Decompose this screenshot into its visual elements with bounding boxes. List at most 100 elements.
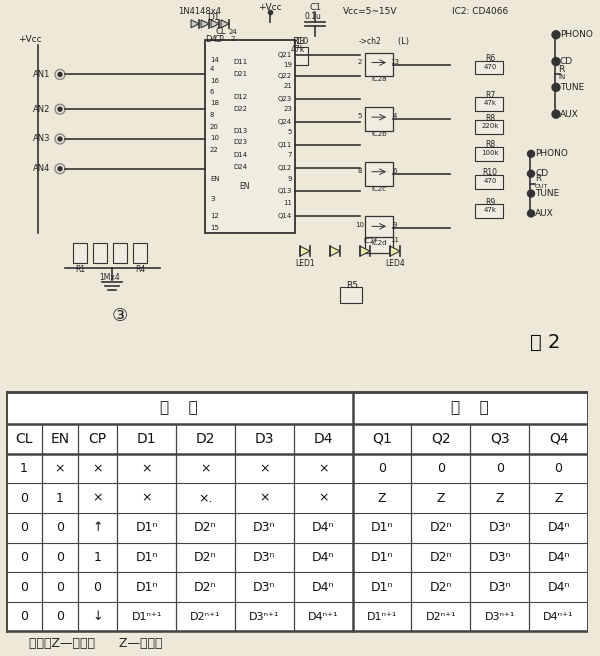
Text: D3ⁿ: D3ⁿ [253, 522, 275, 534]
FancyBboxPatch shape [365, 52, 393, 77]
Text: 3: 3 [210, 195, 215, 201]
Text: 13: 13 [391, 58, 400, 64]
Text: 47k: 47k [291, 45, 305, 54]
Text: ↓: ↓ [92, 610, 103, 623]
Text: R8: R8 [485, 113, 495, 123]
Text: 100k: 100k [481, 150, 499, 156]
FancyBboxPatch shape [93, 243, 107, 263]
Text: 15: 15 [210, 225, 219, 232]
Text: ↑: ↑ [92, 522, 103, 534]
Text: Z: Z [378, 491, 386, 504]
Polygon shape [330, 246, 340, 256]
Text: 16: 16 [210, 79, 219, 85]
Text: 5: 5 [358, 113, 362, 119]
Text: Q24: Q24 [278, 119, 292, 125]
Polygon shape [211, 20, 219, 28]
Text: 0: 0 [496, 462, 504, 475]
Text: CD: CD [535, 169, 548, 178]
Text: 470: 470 [484, 178, 497, 184]
Text: D13: D13 [233, 128, 247, 134]
Text: D24: D24 [233, 164, 247, 170]
Text: Z: Z [437, 491, 445, 504]
Text: 备注：Z—高阻态      Z—任意态: 备注：Z—高阻态 Z—任意态 [29, 637, 163, 650]
Text: Q13: Q13 [278, 188, 292, 194]
Polygon shape [201, 20, 209, 28]
Text: AUX: AUX [535, 209, 554, 218]
Text: 0: 0 [56, 581, 64, 594]
Text: 10: 10 [355, 222, 365, 228]
Text: D1ⁿ: D1ⁿ [371, 551, 393, 564]
Text: Q12: Q12 [278, 165, 292, 171]
Text: EN: EN [50, 432, 70, 446]
Text: AN4: AN4 [34, 164, 50, 173]
Text: R8: R8 [485, 140, 495, 150]
Circle shape [552, 83, 560, 91]
Text: 24: 24 [229, 29, 238, 35]
Text: 0: 0 [94, 581, 101, 594]
Text: 0: 0 [56, 522, 64, 534]
Text: CL: CL [15, 432, 33, 446]
Text: AN3: AN3 [33, 134, 51, 144]
Text: D1ⁿ⁺¹: D1ⁿ⁺¹ [367, 611, 397, 622]
Polygon shape [360, 246, 370, 256]
Text: R9: R9 [485, 198, 495, 207]
Text: Q23: Q23 [278, 96, 292, 102]
Text: 4: 4 [393, 113, 397, 119]
Text: R4: R4 [135, 266, 145, 274]
Text: OUT: OUT [535, 184, 548, 189]
FancyBboxPatch shape [475, 147, 503, 161]
Text: 7: 7 [287, 152, 292, 158]
Text: 11: 11 [283, 201, 292, 207]
Circle shape [58, 167, 62, 171]
Text: 19: 19 [283, 62, 292, 68]
Text: +Vcc: +Vcc [258, 3, 282, 12]
Circle shape [552, 110, 560, 118]
Text: D14: D14 [233, 152, 247, 158]
Circle shape [527, 150, 535, 157]
Text: 10: 10 [210, 135, 219, 141]
FancyBboxPatch shape [365, 162, 393, 186]
Text: Q21: Q21 [278, 52, 292, 58]
Text: D11: D11 [233, 58, 247, 64]
FancyBboxPatch shape [205, 40, 295, 234]
Text: 5: 5 [287, 129, 292, 135]
Text: EN: EN [240, 182, 250, 191]
Text: 1Mx4: 1Mx4 [100, 274, 121, 283]
Text: 2: 2 [231, 35, 235, 42]
FancyBboxPatch shape [475, 97, 503, 111]
Text: 6: 6 [210, 89, 215, 95]
Text: CP: CP [215, 35, 225, 44]
FancyBboxPatch shape [340, 287, 362, 303]
Text: 9: 9 [393, 222, 397, 228]
Text: D1ⁿ⁺¹: D1ⁿ⁺¹ [131, 611, 162, 622]
Text: TUNE: TUNE [560, 83, 584, 92]
Text: D1ⁿ: D1ⁿ [136, 551, 158, 564]
Text: CP: CP [88, 432, 107, 446]
Text: ×: × [142, 491, 152, 504]
Polygon shape [390, 246, 400, 256]
Circle shape [552, 31, 560, 39]
Text: D2ⁿ: D2ⁿ [194, 551, 217, 564]
Text: D4ⁿ⁺¹: D4ⁿ⁺¹ [308, 611, 338, 622]
Text: 23: 23 [283, 106, 292, 112]
Text: ×: × [259, 491, 269, 504]
FancyBboxPatch shape [0, 0, 600, 377]
Circle shape [58, 107, 62, 111]
Text: R7: R7 [485, 91, 495, 100]
Text: D12: D12 [233, 94, 247, 100]
Text: IC2: CD4066: IC2: CD4066 [452, 7, 508, 16]
Text: D2ⁿ: D2ⁿ [194, 581, 217, 594]
Circle shape [552, 58, 560, 66]
Text: PHONO: PHONO [560, 30, 593, 39]
Text: 0: 0 [56, 610, 64, 623]
Circle shape [527, 210, 535, 217]
Text: D4ⁿ: D4ⁿ [547, 551, 570, 564]
Text: ×: × [55, 462, 65, 475]
Text: 22: 22 [210, 147, 219, 153]
Text: D2ⁿ: D2ⁿ [430, 522, 452, 534]
Text: 0: 0 [20, 581, 28, 594]
Text: ×: × [259, 462, 269, 475]
Text: D21: D21 [233, 72, 247, 77]
Text: 8: 8 [358, 168, 362, 174]
Text: ×.: ×. [198, 491, 212, 504]
